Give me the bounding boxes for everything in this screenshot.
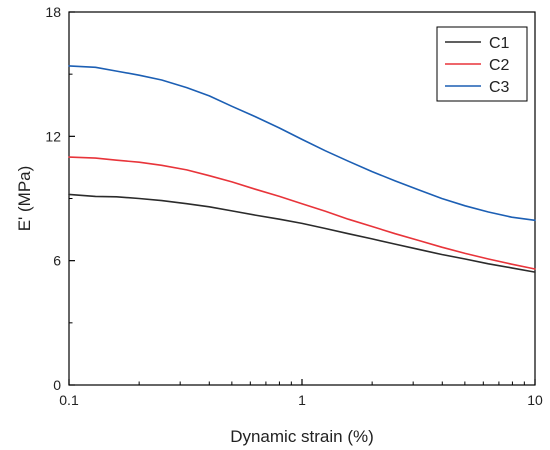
legend-box [436, 26, 528, 102]
y-tick-label: 6 [53, 253, 61, 269]
series-line-c3 [68, 65, 536, 222]
series-layer [68, 65, 536, 273]
x-axis-title: Dynamic strain (%) [230, 427, 374, 446]
y-tick-label: 18 [45, 4, 61, 20]
x-tick-label: 1 [298, 392, 306, 408]
x-tick-label: 0.1 [59, 392, 79, 408]
ticks-layer: 0 6 12 18 0.1 1 10 [45, 4, 543, 408]
legend-label-c1: C1 [489, 35, 510, 52]
legend: C1 C2 C3 [436, 26, 528, 102]
legend-label-c3: C3 [489, 79, 510, 96]
y-tick-label: 0 [53, 377, 61, 393]
x-tick-label: 10 [527, 392, 543, 408]
legend-label-c2: C2 [489, 57, 510, 74]
y-tick-label: 12 [45, 128, 61, 144]
series-line-c1 [68, 193, 536, 273]
series-line-c2 [68, 156, 536, 270]
y-axis-title: E' (MPa) [15, 166, 34, 232]
